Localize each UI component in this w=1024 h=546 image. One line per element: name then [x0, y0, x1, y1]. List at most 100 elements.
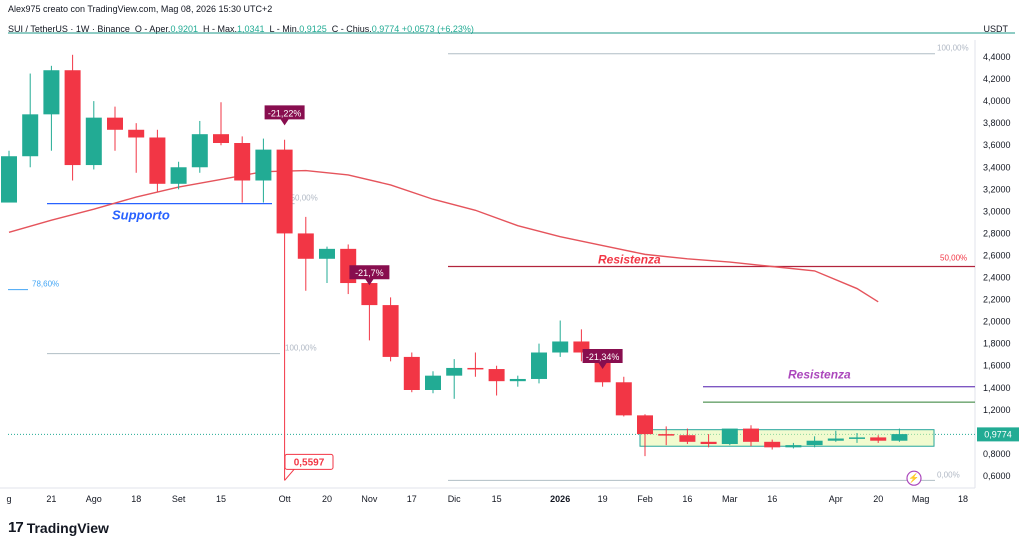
candle-body: [403, 356, 420, 390]
candle-body: [149, 137, 166, 184]
y-tick-label: 3,8000: [983, 118, 1011, 128]
candle-body: [297, 233, 314, 259]
y-tick-label: 3,6000: [983, 140, 1011, 150]
currency-label: USDT: [983, 24, 1009, 34]
x-tick-label: Nov: [361, 494, 378, 504]
tradingview-logo-icon: 17: [8, 519, 24, 536]
candle-body: [446, 367, 463, 376]
fib-level-label: 0,00%: [937, 470, 960, 479]
y-tick-label: 1,2000: [983, 405, 1011, 415]
last-price-tag: [977, 427, 1019, 442]
x-tick-label: 17: [407, 494, 417, 504]
chart-attribution: Alex975 creato con TradingView.com, Mag …: [8, 4, 273, 14]
open-key: O - Aper.: [134, 24, 171, 34]
candle-body: [531, 352, 547, 379]
candle-body: [107, 117, 123, 130]
y-tick-label: 3,0000: [983, 206, 1011, 216]
y-tick-label: 1,4000: [983, 383, 1011, 393]
candle-body: [806, 440, 823, 446]
candle-body: [467, 367, 484, 370]
y-tick-label: 2,4000: [983, 273, 1011, 283]
x-tick-label: 20: [873, 494, 883, 504]
resistance-pct-label: 50,00%: [940, 254, 967, 263]
x-tick-label: Mag: [912, 494, 930, 504]
y-tick-label: 2,2000: [983, 295, 1011, 305]
candle-body: [679, 435, 696, 442]
x-tick-label: Feb: [637, 494, 653, 504]
candle-body: [234, 143, 251, 181]
y-tick-label: 1,8000: [983, 339, 1011, 349]
last-price-label: 0,9774: [984, 429, 1012, 439]
lightning-icon-glyph: ⚡: [908, 472, 919, 484]
candle-body: [425, 375, 441, 390]
x-tick-label: 15: [492, 494, 502, 504]
candle-body: [785, 445, 802, 448]
candle-body: [361, 283, 378, 306]
candle-body: [552, 341, 569, 353]
candle-body: [43, 70, 60, 115]
y-tick-label: 2,8000: [983, 228, 1011, 238]
open-value: 0,9201: [170, 24, 198, 34]
candle-body: [849, 437, 865, 439]
low-label: 0,5597: [294, 457, 325, 468]
candle-body: [276, 149, 293, 234]
candle-body: [573, 341, 590, 353]
fib-level-label: 100,00%: [285, 344, 317, 353]
x-tick-label: 15: [216, 494, 226, 504]
candle-body: [170, 167, 187, 184]
candle-body: [509, 378, 526, 382]
drop-callout: [264, 105, 305, 126]
drop-callout: [582, 349, 623, 370]
candle-body: [615, 382, 632, 416]
x-tick-label: g: [6, 494, 11, 504]
candle-body: [743, 428, 759, 442]
symbol-name: SUI / TetherUS · 1W · Binance: [8, 24, 130, 34]
candle-body: [721, 428, 738, 445]
y-tick-label: 4,4000: [983, 52, 1011, 62]
tradingview-logo: 17 TradingView: [8, 519, 109, 536]
resistance-label-purple: Resistenza: [788, 368, 851, 382]
candle-body: [700, 441, 717, 445]
x-tick-label: 20: [322, 494, 332, 504]
fib-level-label: 50,00%: [291, 194, 318, 203]
fib-level-label: 78,60%: [32, 280, 59, 289]
close-value: 0,9774 +0,0573 (+6,23%): [371, 24, 474, 34]
x-tick-label: 16: [767, 494, 777, 504]
x-tick-label: Dic: [448, 494, 461, 504]
x-tick-label: 18: [958, 494, 968, 504]
candle-body: [319, 248, 335, 259]
high-value: 1,0341: [237, 24, 265, 34]
candle-body: [255, 149, 272, 181]
candle-body: [85, 117, 102, 166]
candle-body: [1, 156, 17, 203]
candle-body: [870, 437, 887, 441]
candle-body: [764, 441, 781, 448]
drop-callout-label: -21,34%: [586, 352, 620, 362]
x-tick-label: 18: [131, 494, 141, 504]
support-label: Supporto: [112, 208, 170, 223]
symbol-legend: SUI / TetherUS · 1W · Binance O - Aper.0…: [8, 24, 474, 34]
brand-name: TradingView: [26, 519, 109, 536]
x-tick-label: 21: [46, 494, 56, 504]
candle-body: [382, 305, 399, 357]
close-key: C - Chius.: [331, 24, 372, 34]
high-key: H - Max.: [202, 24, 237, 34]
y-tick-label: 2,6000: [983, 250, 1011, 260]
y-tick-label: 4,2000: [983, 74, 1011, 84]
drop-callout: [349, 265, 390, 286]
candle-body: [128, 129, 145, 138]
moving-average-line: [8, 169, 879, 303]
x-tick-label: Apr: [829, 494, 843, 504]
y-tick-label: 0,6000: [983, 471, 1011, 481]
candle-body: [637, 415, 653, 435]
low-label-box: [284, 453, 334, 470]
low-value: 0,9125: [299, 24, 327, 34]
x-tick-label: Ott: [279, 494, 292, 504]
y-tick-label: 2,0000: [983, 317, 1011, 327]
candle-body: [64, 70, 81, 166]
candle-body: [658, 434, 675, 436]
x-tick-label: Ago: [86, 494, 102, 504]
y-tick-label: 3,4000: [983, 162, 1011, 172]
x-tick-label: 16: [682, 494, 692, 504]
